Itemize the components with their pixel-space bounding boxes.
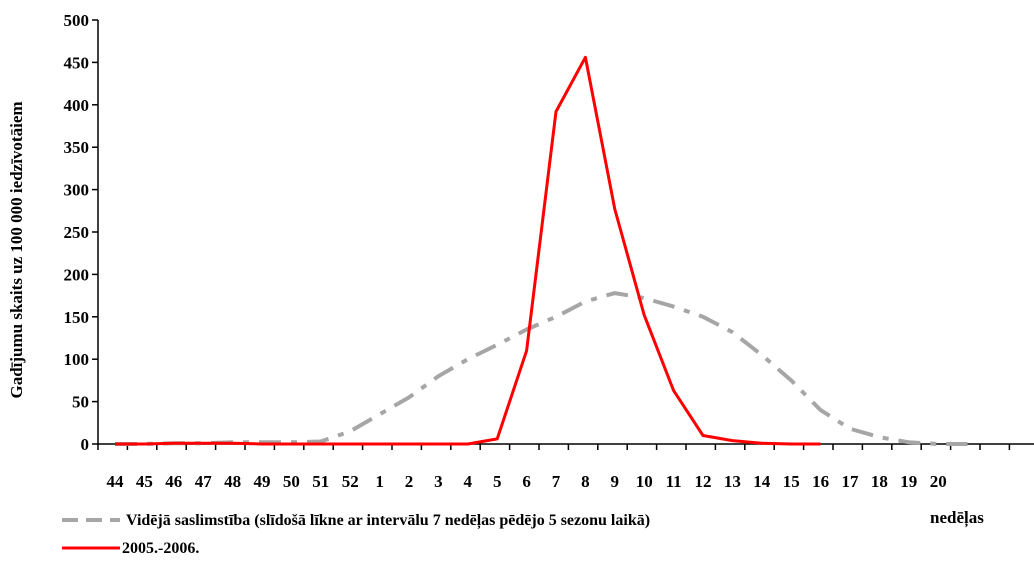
y-tick-label: 50 [72,393,89,412]
y-tick-label: 500 [64,11,90,30]
x-tick-label: 19 [900,472,917,491]
x-tick-label: 45 [136,472,153,491]
x-tick-label: 14 [753,472,771,491]
x-tick-label: 10 [636,472,653,491]
x-tick-label: 47 [195,472,213,491]
series-lines [115,55,968,446]
x-tick-label: 1 [375,472,384,491]
y-ticks: 0 50 100 150 200 250 300 350 400 450 500 [64,11,98,454]
series-line-0 [115,291,968,446]
x-tick-label: 18 [871,472,888,491]
x-tick-label: 13 [724,472,741,491]
x-tick-label: 44 [107,472,125,491]
x-tick-label: 4 [464,472,473,491]
x-tick-label: 17 [842,472,860,491]
x-tick-label: 9 [611,472,620,491]
axes [97,20,1034,445]
y-tick-label: 400 [64,96,90,115]
x-tick-label: 6 [522,472,531,491]
x-tick-label: 46 [165,472,182,491]
x-ticks: 44 45 46 47 48 49 50 51 52 1 2 3 4 5 6 7 8 9 10 11 12 13 14 15 1… [97,444,1011,491]
x-tick-label: 3 [434,472,443,491]
y-tick-label: 150 [64,308,90,327]
y-tick-label: 450 [64,53,90,72]
y-tick-label: 100 [64,350,90,369]
y-tick-label: 350 [64,138,90,157]
x-tick-label: 11 [666,472,682,491]
x-tick-label: 49 [254,472,271,491]
legend-label-2005-2006: 2005.-2006. [122,540,199,557]
x-tick-label: 7 [552,472,561,491]
y-tick-label: 0 [81,435,90,454]
x-tick-label: 8 [581,472,590,491]
y-axis-label: Gadījumu skaits uz 100 000 iedzīvotāiem [7,101,26,398]
series-line-1 [115,55,821,446]
y-tick-label: 250 [64,223,90,242]
x-tick-label: 2 [405,472,414,491]
x-tick-label: 15 [783,472,800,491]
y-tick-label: 300 [64,181,90,200]
legend: Vidējā saslimstība (slīdošā līkne ar int… [62,512,650,557]
legend-label-average: Vidējā saslimstība (slīdošā līkne ar int… [126,512,650,530]
x-tick-label: 52 [342,472,359,491]
x-tick-label: 5 [493,472,502,491]
x-tick-label: 48 [224,472,241,491]
x-tick-label: 16 [812,472,829,491]
x-tick-label: 51 [312,472,329,491]
x-tick-label: 12 [695,472,712,491]
x-tick-label: 50 [283,472,300,491]
x-axis-label: nedēļas [930,508,984,528]
y-tick-label: 200 [64,265,90,284]
x-tick-label: 20 [930,472,947,491]
